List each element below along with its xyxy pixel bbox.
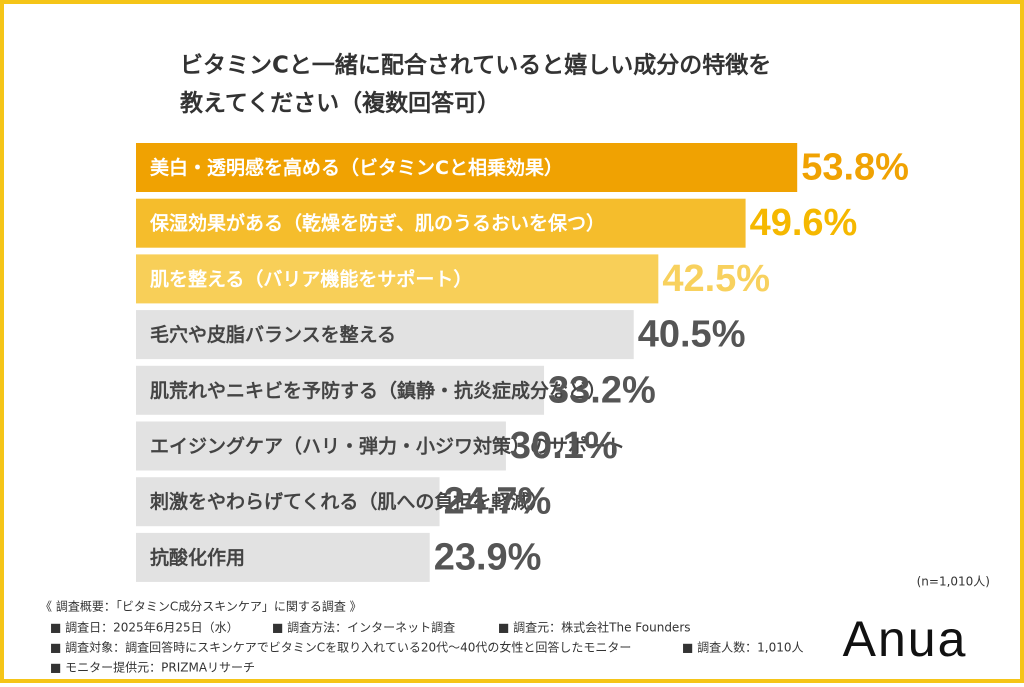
category-label: 美白・透明感を高める（ビタミンCと相乗効果）: [150, 156, 563, 179]
survey-note: ■ 調査方法：インターネット調査: [272, 620, 455, 635]
bar: [136, 477, 440, 527]
category-label: 抗酸化作用: [150, 546, 245, 569]
category-label: エイジングケア（ハリ・弾力・小ジワ対策）のサポート: [150, 435, 625, 458]
brand-logo: Anua: [843, 611, 968, 667]
value-label: 49.6%: [750, 202, 858, 244]
value-label: 30.1%: [510, 425, 618, 467]
bar: [136, 198, 746, 248]
category-label: 肌を整える（バリア機能をサポート）: [150, 267, 472, 290]
bar: [136, 143, 798, 192]
category-label: 保湿効果がある（乾燥を防ぎ、肌のうるおいを保つ）: [149, 212, 605, 235]
value-label: 53.8%: [801, 147, 909, 189]
survey-note: ■ モニター提供元：PRIZMAリサーチ: [50, 660, 255, 675]
bar: [136, 254, 659, 304]
value-label: 42.5%: [662, 258, 770, 300]
bar: [136, 365, 545, 415]
value-label: 40.5%: [638, 314, 746, 356]
survey-heading: 《 調査概要：「ビタミンC成分スキンケア」に関する調査 》: [40, 600, 362, 614]
survey-note: ■ 調査人数：1,010人: [682, 640, 804, 655]
value-label: 24.7%: [444, 481, 552, 523]
chart-title: 教えてください（複数回答可）: [180, 90, 500, 117]
category-label: 毛穴や皮脂バランスを整える: [150, 323, 396, 346]
bar: [136, 532, 430, 582]
chart-title: ビタミンCと一緒に配合されていると嬉しい成分の特徴を: [180, 52, 771, 79]
category-label: 刺激をやわらげてくれる（肌への負担を軽減）: [150, 490, 548, 513]
bar: [136, 421, 506, 471]
value-label: 23.9%: [434, 536, 542, 578]
survey-note: ■ 調査元：株式会社The Founders: [498, 620, 691, 635]
sample-note: (n=1,010人): [917, 575, 990, 589]
survey-note: ■ 調査日：2025年6月25日（水）: [50, 621, 239, 635]
value-label: 33.2%: [548, 369, 656, 411]
survey-note: ■ 調査対象：調査回答時にスキンケアでビタミンCを取り入れている20代〜40代の…: [50, 640, 631, 655]
category-label: 肌荒れやニキビを予防する（鎮静・抗炎症成分など）: [150, 379, 606, 402]
bar: [136, 310, 634, 360]
